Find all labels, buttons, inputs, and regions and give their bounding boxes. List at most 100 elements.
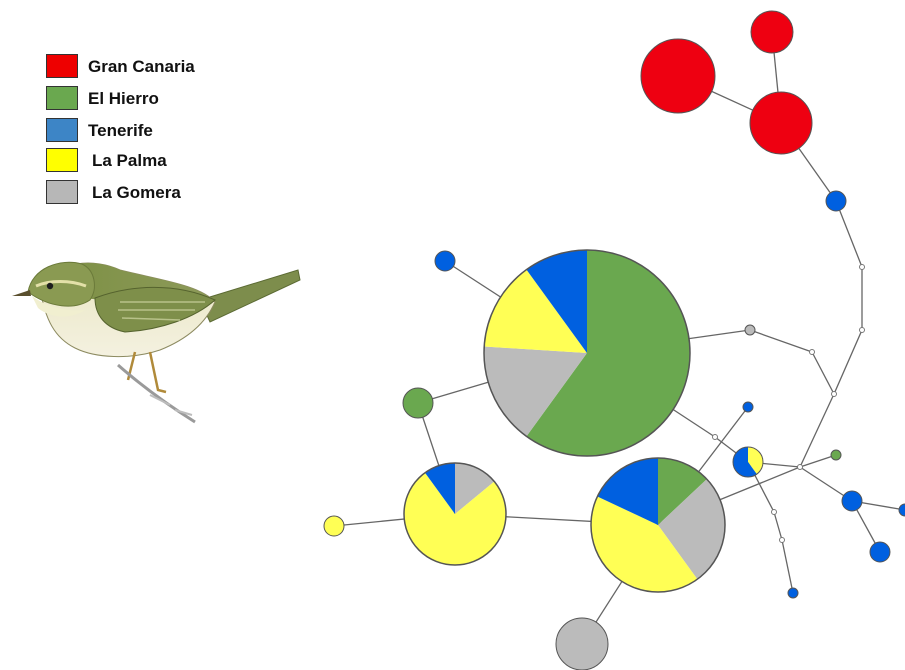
haplotype-circle xyxy=(745,325,755,335)
bird-throat xyxy=(32,296,85,317)
haplotype-node-gc-large xyxy=(640,38,716,114)
haplotype-node-lg-bottom xyxy=(555,617,609,670)
pie-slice-eh xyxy=(658,458,707,525)
network-edge xyxy=(799,393,835,468)
haplotype-node-left-pie xyxy=(403,462,507,566)
legend-item-la-palma: La Palma xyxy=(46,148,246,172)
haplotype-node-main xyxy=(483,249,691,457)
haplotype-circle xyxy=(750,92,812,154)
haplotype-node-lp-small xyxy=(323,515,345,537)
pie-slice-tf xyxy=(733,447,757,477)
haplotype-outline xyxy=(744,324,756,336)
haplotype-circle xyxy=(435,251,455,271)
haplotype-node-eh-a xyxy=(402,387,434,419)
legend-swatch xyxy=(46,148,78,172)
haplotype-outline xyxy=(841,490,863,512)
pie-slice-tf xyxy=(597,458,658,525)
haplotype-outline xyxy=(590,457,726,593)
haplotype-outline xyxy=(732,446,764,478)
pie-slice-lp xyxy=(748,447,764,475)
haplotype-outline xyxy=(787,587,799,599)
legend-item-tenerife: Tenerife xyxy=(46,118,246,142)
haplotype-node-gc-mid xyxy=(749,91,813,155)
haplotype-circle xyxy=(870,542,890,562)
haplotype-circle xyxy=(641,39,715,113)
haplotype-outline xyxy=(898,503,905,517)
haplotype-circle xyxy=(899,504,905,516)
haplotype-outline xyxy=(869,541,891,563)
legend-label: La Palma xyxy=(92,151,167,170)
haplotype-circle xyxy=(743,402,753,412)
haplotype-outline xyxy=(483,249,691,457)
haplotype-node-lg-small xyxy=(744,324,756,336)
haplotype-node-tf-f xyxy=(787,587,799,599)
network-edge xyxy=(799,454,837,468)
pie-slice-lg xyxy=(658,479,725,580)
legend-label: Gran Canaria xyxy=(88,57,195,76)
pie-slice-lg xyxy=(483,346,587,437)
haplotype-circle xyxy=(403,388,433,418)
haplotype-outline xyxy=(323,515,345,537)
willow-warbler-illustration xyxy=(12,261,301,424)
haplotype-node-tf-d xyxy=(841,490,863,512)
network-edge xyxy=(749,329,813,353)
haplotype-node-tf-c xyxy=(742,401,754,413)
haplotype-outline xyxy=(434,250,456,272)
network-edge xyxy=(833,329,863,395)
median-vector-node xyxy=(712,434,718,440)
pie-slice-eh xyxy=(526,250,691,457)
haplotype-outline xyxy=(742,401,754,413)
bird-beak xyxy=(12,290,31,296)
legend-swatch xyxy=(46,86,78,110)
haplotype-node-tf-b xyxy=(434,250,456,272)
haplotype-outline xyxy=(640,38,716,114)
bird-head xyxy=(27,261,95,307)
legend-label: El Hierro xyxy=(88,89,159,108)
median-vector-node xyxy=(779,537,785,543)
haplotype-node-mix-small xyxy=(732,446,764,478)
legend-item-gran-canaria: Gran Canaria xyxy=(46,54,246,78)
haplotype-node-eh-b xyxy=(830,449,842,461)
twig xyxy=(117,363,196,424)
legend-swatch xyxy=(46,54,78,78)
haplotype-circle xyxy=(842,491,862,511)
haplotype-outline xyxy=(555,617,609,670)
median-vector-node xyxy=(859,327,865,333)
haplotype-outline xyxy=(750,10,794,54)
haplotype-circle xyxy=(324,516,344,536)
legend-label: La Gomera xyxy=(92,183,181,202)
legend-item-el-hierro: El Hierro xyxy=(46,86,246,110)
haplotype-circle xyxy=(831,450,841,460)
haplotype-outline xyxy=(830,449,842,461)
pie-slice-lp xyxy=(484,269,587,353)
haplotype-circle xyxy=(788,588,798,598)
network-edge xyxy=(835,200,863,268)
median-vector-node xyxy=(859,264,865,270)
haplotype-outline xyxy=(403,462,507,566)
legend-label: Tenerife xyxy=(88,121,153,140)
network-edge xyxy=(811,351,835,395)
bird-eye xyxy=(46,282,54,290)
legend-swatch xyxy=(46,118,78,142)
haplotype-node-tf-e xyxy=(869,541,891,563)
haplotype-node-tf-a xyxy=(825,190,847,212)
haplotype-circle xyxy=(826,191,846,211)
haplotype-outline xyxy=(402,387,434,419)
haplotype-circle xyxy=(556,618,608,670)
haplotype-node-gc-top xyxy=(750,10,794,54)
haplotype-outline xyxy=(749,91,813,155)
pie-slice-lp xyxy=(404,472,507,565)
network-edge xyxy=(781,539,794,594)
bird-wing-feathers xyxy=(118,301,205,321)
median-vector-node xyxy=(797,464,803,470)
pie-slice-lg xyxy=(455,463,495,514)
haplotype-node-tf-g xyxy=(898,503,905,517)
bird-eyestripe xyxy=(35,280,87,288)
legend-item-la-gomera: La Gomera xyxy=(46,180,246,204)
pie-slice-tf xyxy=(526,250,587,353)
twig-branch xyxy=(149,394,193,416)
median-vector-node xyxy=(831,391,837,397)
haplotype-circle xyxy=(751,11,793,53)
median-vector-node xyxy=(771,509,777,515)
